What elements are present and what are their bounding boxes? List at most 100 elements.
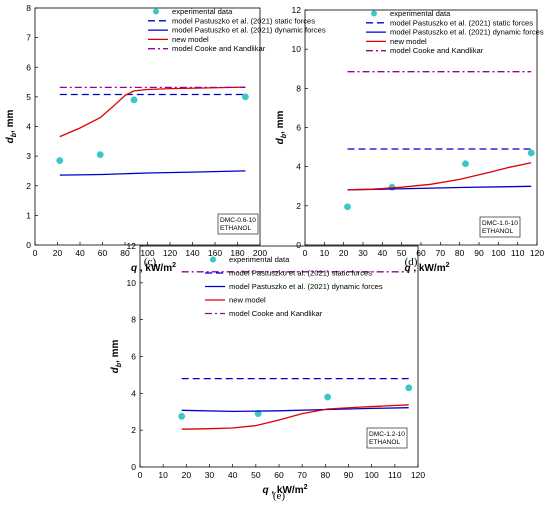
- x-tick-label: 80: [455, 248, 465, 258]
- chart-panel-2: 0 10 20 30 40 50 60 70 80 90 100 110 120 0 2 4 6 8 10 12 q ,…: [275, 5, 544, 274]
- x-tick-label: 90: [344, 470, 354, 480]
- legend-label: model Cooke and Kandlikar: [229, 309, 323, 318]
- note-line: DMC-0.6-10: [220, 217, 256, 224]
- note-line: ETHANOL: [220, 225, 251, 232]
- x-tick-label: 40: [75, 248, 85, 258]
- x-tick-label: 70: [297, 470, 307, 480]
- x-tick-label: 140: [185, 248, 199, 258]
- note-line: ETHANOL: [369, 439, 400, 446]
- series-line-4: [181, 404, 409, 430]
- note-line: DMC-1.0-10: [482, 220, 518, 227]
- x-axis-label: q , kW/m2: [404, 262, 449, 274]
- x-tick-label: 10: [320, 248, 330, 258]
- legend-label: experimental data: [390, 9, 451, 18]
- x-tick-label: 90: [474, 248, 484, 258]
- y-tick-label: 6: [26, 62, 31, 72]
- x-tick-label: 50: [251, 470, 261, 480]
- x-tick-label: 100: [491, 248, 505, 258]
- data-point: [254, 410, 262, 418]
- legend-label: model Pastuszko et al. (2021) static for…: [390, 18, 533, 27]
- y-tick-label: 4: [26, 122, 31, 132]
- note-line: DMC-1.2-10: [369, 431, 405, 438]
- data-point: [405, 384, 413, 392]
- legend-label: new model: [390, 37, 427, 46]
- y-tick-label: 6: [296, 123, 301, 133]
- y-axis-label: db, mm: [110, 340, 123, 374]
- x-tick-label: 50: [397, 248, 407, 258]
- x-tick-label: 200: [253, 248, 267, 258]
- data-point: [130, 96, 138, 104]
- data-point: [462, 160, 469, 168]
- x-tick-label: 160: [208, 248, 222, 258]
- x-tick-label: 100: [365, 470, 379, 480]
- x-tick-label: 0: [303, 248, 308, 258]
- x-tick-label: 20: [53, 248, 63, 258]
- legend-label: model Pastuszko et al. (2021) dynamic fo…: [229, 282, 383, 291]
- panel-label: (c): [144, 256, 157, 268]
- x-tick-label: 30: [358, 248, 368, 258]
- x-tick-label: 20: [339, 248, 349, 258]
- y-tick-label: 6: [131, 352, 136, 362]
- x-axis-label: q , kW/m2: [262, 484, 307, 496]
- y-tick-label: 4: [131, 388, 136, 398]
- legend-marker: [371, 10, 377, 17]
- y-axis-label: db, mm: [5, 110, 18, 144]
- x-tick-label: 80: [120, 248, 130, 258]
- legend-label: experimental data: [229, 255, 290, 264]
- data-point: [96, 151, 104, 159]
- x-tick-label: 60: [416, 248, 426, 258]
- y-tick-label: 5: [26, 92, 31, 102]
- legend-label: new model: [172, 35, 209, 44]
- series-line-3: [59, 170, 246, 176]
- series-line-4: [59, 86, 246, 138]
- y-tick-label: 12: [292, 5, 302, 15]
- y-tick-label: 8: [131, 315, 136, 325]
- y-tick-label: 12: [127, 241, 137, 251]
- legend-label: model Pastuszko et al. (2021) dynamic fo…: [172, 26, 326, 35]
- y-tick-label: 8: [296, 83, 301, 93]
- series-line-4: [347, 162, 532, 191]
- y-tick-label: 10: [292, 44, 302, 54]
- legend-label: model Cooke and Kandlikar: [390, 46, 484, 55]
- legend-marker: [153, 8, 159, 15]
- y-tick-label: 0: [296, 240, 301, 250]
- data-point: [527, 149, 535, 157]
- x-tick-label: 40: [378, 248, 388, 258]
- data-point: [324, 393, 332, 401]
- legend-label: model Pastuszko et al. (2021) dynamic fo…: [390, 28, 544, 37]
- legend-label: model Pastuszko et al. (2021) static for…: [229, 269, 372, 278]
- y-axis-label: db, mm: [275, 111, 288, 145]
- x-tick-label: 20: [182, 470, 192, 480]
- x-tick-label: 0: [33, 248, 38, 258]
- y-tick-label: 2: [26, 181, 31, 191]
- x-tick-label: 110: [388, 470, 402, 480]
- legend-label: model Pastuszko et al. (2021) static for…: [172, 16, 315, 25]
- note-line: ETHANOL: [482, 228, 513, 235]
- series-line-3: [181, 407, 409, 413]
- y-tick-label: 0: [131, 462, 136, 472]
- x-tick-label: 120: [411, 470, 425, 480]
- panel-label: (e): [273, 490, 286, 502]
- y-tick-label: 4: [296, 162, 301, 172]
- legend-label: new model: [229, 296, 266, 305]
- y-tick-label: 1: [26, 210, 31, 220]
- legend: experimental data model Pastuszko et al. …: [205, 255, 383, 318]
- x-tick-label: 60: [98, 248, 108, 258]
- data-point: [178, 412, 186, 420]
- y-tick-label: 3: [26, 151, 31, 161]
- x-tick-label: 120: [530, 248, 544, 258]
- x-tick-label: 70: [436, 248, 446, 258]
- legend-label: model Cooke and Kandlikar: [172, 44, 266, 53]
- y-tick-label: 7: [26, 33, 31, 43]
- x-tick-label: 0: [138, 470, 143, 480]
- legend-label: experimental data: [172, 7, 233, 16]
- x-tick-label: 40: [228, 470, 238, 480]
- x-tick-label: 30: [205, 470, 215, 480]
- y-tick-label: 2: [296, 201, 301, 211]
- y-tick-label: 0: [26, 240, 31, 250]
